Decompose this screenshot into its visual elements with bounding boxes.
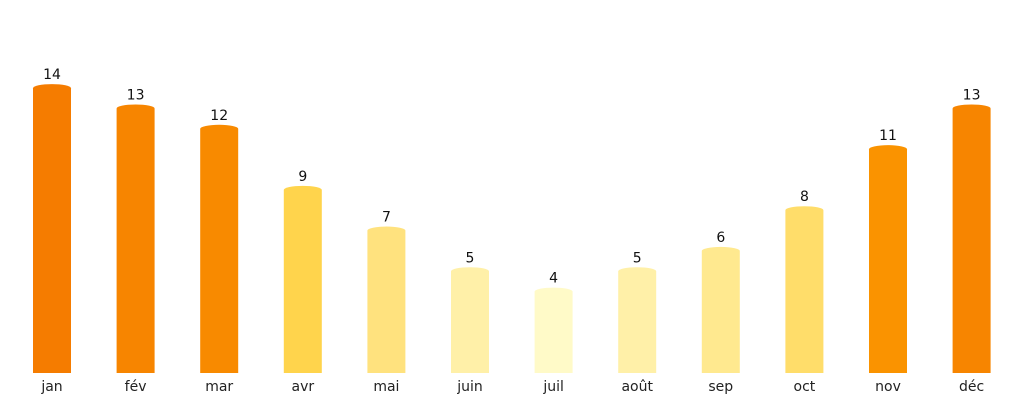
bar-nov <box>869 145 907 373</box>
bar-sep <box>701 246 740 373</box>
bar-août <box>618 267 657 373</box>
x-tick-label-oct: oct <box>794 379 816 395</box>
value-labels-group: 14 13 12 9 7 5 4 5 6 8 11 13 <box>43 67 980 287</box>
x-tick-label-juin: juin <box>456 379 483 395</box>
x-tick-label-nov: nov <box>875 379 901 395</box>
x-tick-label-juil: juil <box>542 379 564 395</box>
bar-jan <box>33 84 71 373</box>
value-label-juil: 4 <box>549 271 558 287</box>
x-tick-label-fév: fév <box>125 379 147 395</box>
bar-fév <box>116 104 155 373</box>
x-axis-ticks: jan fév mar avr mai juin juil août sep oct nov déc <box>40 379 984 395</box>
bar-avr <box>283 185 322 373</box>
value-label-juin: 5 <box>466 250 475 266</box>
bar-juil <box>534 287 573 373</box>
x-tick-label-mai: mai <box>373 379 399 395</box>
bar-mar <box>200 124 239 373</box>
value-label-fév: 13 <box>127 87 145 103</box>
x-tick-label-déc: déc <box>959 379 984 395</box>
value-label-sep: 6 <box>716 230 725 246</box>
value-label-jan: 14 <box>43 67 61 83</box>
bar-déc <box>952 104 991 373</box>
value-label-déc: 13 <box>963 87 981 103</box>
x-tick-label-sep: sep <box>708 379 733 395</box>
x-tick-label-mar: mar <box>205 379 233 395</box>
bar-oct <box>785 206 824 373</box>
x-tick-label-août: août <box>621 379 653 395</box>
x-tick-label-jan: jan <box>40 379 62 395</box>
value-label-avr: 9 <box>298 169 307 185</box>
bars-group <box>33 84 991 373</box>
bar-mai <box>367 226 406 373</box>
bar-juin <box>451 267 489 373</box>
value-label-oct: 8 <box>800 189 809 205</box>
value-label-mar: 12 <box>210 108 228 124</box>
value-label-nov: 11 <box>879 128 897 144</box>
value-label-mai: 7 <box>382 210 391 226</box>
x-tick-label-avr: avr <box>291 379 314 395</box>
value-label-août: 5 <box>633 250 642 266</box>
